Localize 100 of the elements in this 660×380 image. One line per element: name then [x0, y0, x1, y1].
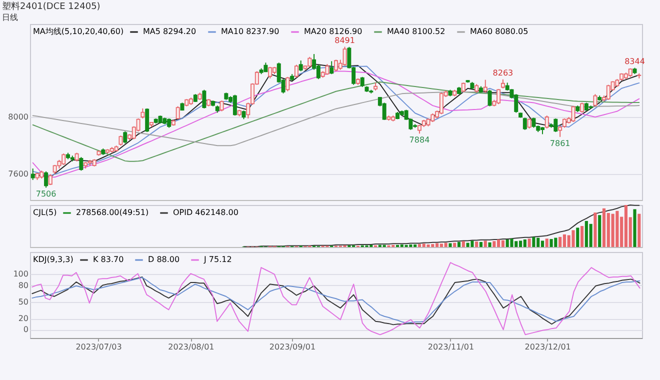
legend-title: KDJ(9,3,3)	[33, 255, 74, 264]
x-tick-label: 2023/07/03	[76, 342, 122, 352]
candlestick	[571, 106, 576, 123]
candlestick	[500, 78, 505, 89]
bar	[444, 242, 448, 247]
bar	[523, 239, 526, 247]
candlestick	[118, 135, 123, 146]
candlestick	[522, 117, 527, 130]
candlestick	[593, 94, 598, 107]
legend-label: K 83.70	[93, 255, 124, 264]
candlestick	[532, 117, 536, 128]
bar	[638, 214, 641, 247]
bar	[572, 230, 575, 247]
candlestick	[298, 60, 303, 72]
bar	[528, 238, 531, 247]
y-tick-label: 80	[18, 280, 28, 290]
bar	[453, 242, 456, 247]
candlestick	[123, 130, 128, 144]
legend-label: MA40 8100.52	[387, 27, 446, 36]
annotation: 7506	[36, 190, 56, 199]
annotation: 7861	[550, 138, 570, 148]
bar	[426, 244, 430, 247]
candlestick	[488, 89, 492, 107]
candlestick	[232, 94, 237, 116]
bar	[418, 244, 422, 247]
bar	[470, 240, 474, 247]
bar	[488, 242, 492, 247]
chart-subtitle: 日线	[2, 13, 18, 22]
x-tick-label: 2023/11/01	[428, 342, 474, 352]
candlestick	[44, 170, 48, 188]
bar	[602, 208, 606, 247]
bar	[540, 240, 544, 247]
candlestick	[554, 118, 558, 133]
legend-label: 278568.00(49:51)	[76, 208, 149, 217]
bar	[457, 242, 461, 247]
annotation: 8491	[334, 36, 355, 45]
legend-label: MA20 8126.90	[304, 27, 362, 36]
bar	[484, 240, 487, 247]
x-tick-label: 2023/12/01	[524, 342, 571, 352]
candlestick	[264, 62, 268, 72]
y-tick-label: 0	[23, 325, 28, 334]
bar	[462, 241, 465, 247]
bar	[576, 228, 580, 247]
candlestick	[580, 102, 584, 114]
candlestick	[527, 118, 532, 129]
candlestick	[30, 168, 35, 180]
bar	[558, 236, 562, 247]
y-tick-label: 8000	[8, 112, 28, 122]
bar	[510, 238, 514, 247]
line-series	[32, 81, 640, 162]
legend-label: MA5 8294.20	[143, 27, 196, 36]
bar	[475, 242, 478, 247]
bar	[479, 242, 483, 247]
candlestick	[140, 108, 145, 119]
candlestick	[176, 106, 180, 120]
annotation: 8344	[624, 56, 645, 66]
legend-title: CJL(5)	[33, 208, 57, 217]
candlestick	[48, 174, 52, 186]
bar	[466, 242, 470, 247]
bar	[448, 243, 452, 247]
candlestick	[286, 76, 290, 92]
bar	[409, 244, 412, 247]
legend-label: D 88.00	[148, 255, 180, 264]
bar	[594, 212, 597, 247]
candlestick	[308, 56, 312, 68]
candlestick	[544, 115, 549, 129]
legend-label: J 75.12	[203, 255, 232, 264]
y-tick-label: 50	[18, 297, 28, 306]
annotation: 7884	[409, 136, 430, 145]
y-tick-label: 20	[18, 314, 28, 324]
bar	[633, 209, 636, 247]
candlestick	[360, 76, 364, 88]
candlestick	[145, 108, 150, 133]
candlestick	[325, 64, 330, 76]
line-series	[32, 262, 640, 336]
bar	[580, 226, 584, 247]
line-series	[32, 91, 640, 146]
bar	[518, 240, 522, 247]
bar	[545, 238, 548, 247]
y-tick-label: 100	[13, 270, 28, 279]
annotation: 8263	[492, 68, 514, 78]
bar	[589, 224, 592, 247]
candlestick	[330, 60, 334, 75]
x-tick-label: 2023/08/01	[168, 342, 214, 352]
candlestick	[294, 64, 298, 78]
bar	[532, 236, 536, 247]
bar	[611, 214, 614, 247]
legend-label: OPID 462148.00	[173, 208, 238, 217]
bar	[550, 239, 553, 247]
bar	[598, 215, 602, 247]
candlestick	[79, 156, 84, 172]
chart-title: 塑料2401(DCE 12405)	[2, 1, 100, 12]
candlestick	[483, 79, 488, 94]
legend-title: MA均线(5,10,20,40,60)	[33, 27, 124, 36]
candlestick	[220, 100, 224, 112]
bar	[492, 241, 496, 247]
candlestick	[342, 46, 347, 66]
candlestick	[461, 82, 466, 92]
legend-label: MA10 8237.90	[221, 27, 280, 36]
bar	[501, 240, 504, 247]
